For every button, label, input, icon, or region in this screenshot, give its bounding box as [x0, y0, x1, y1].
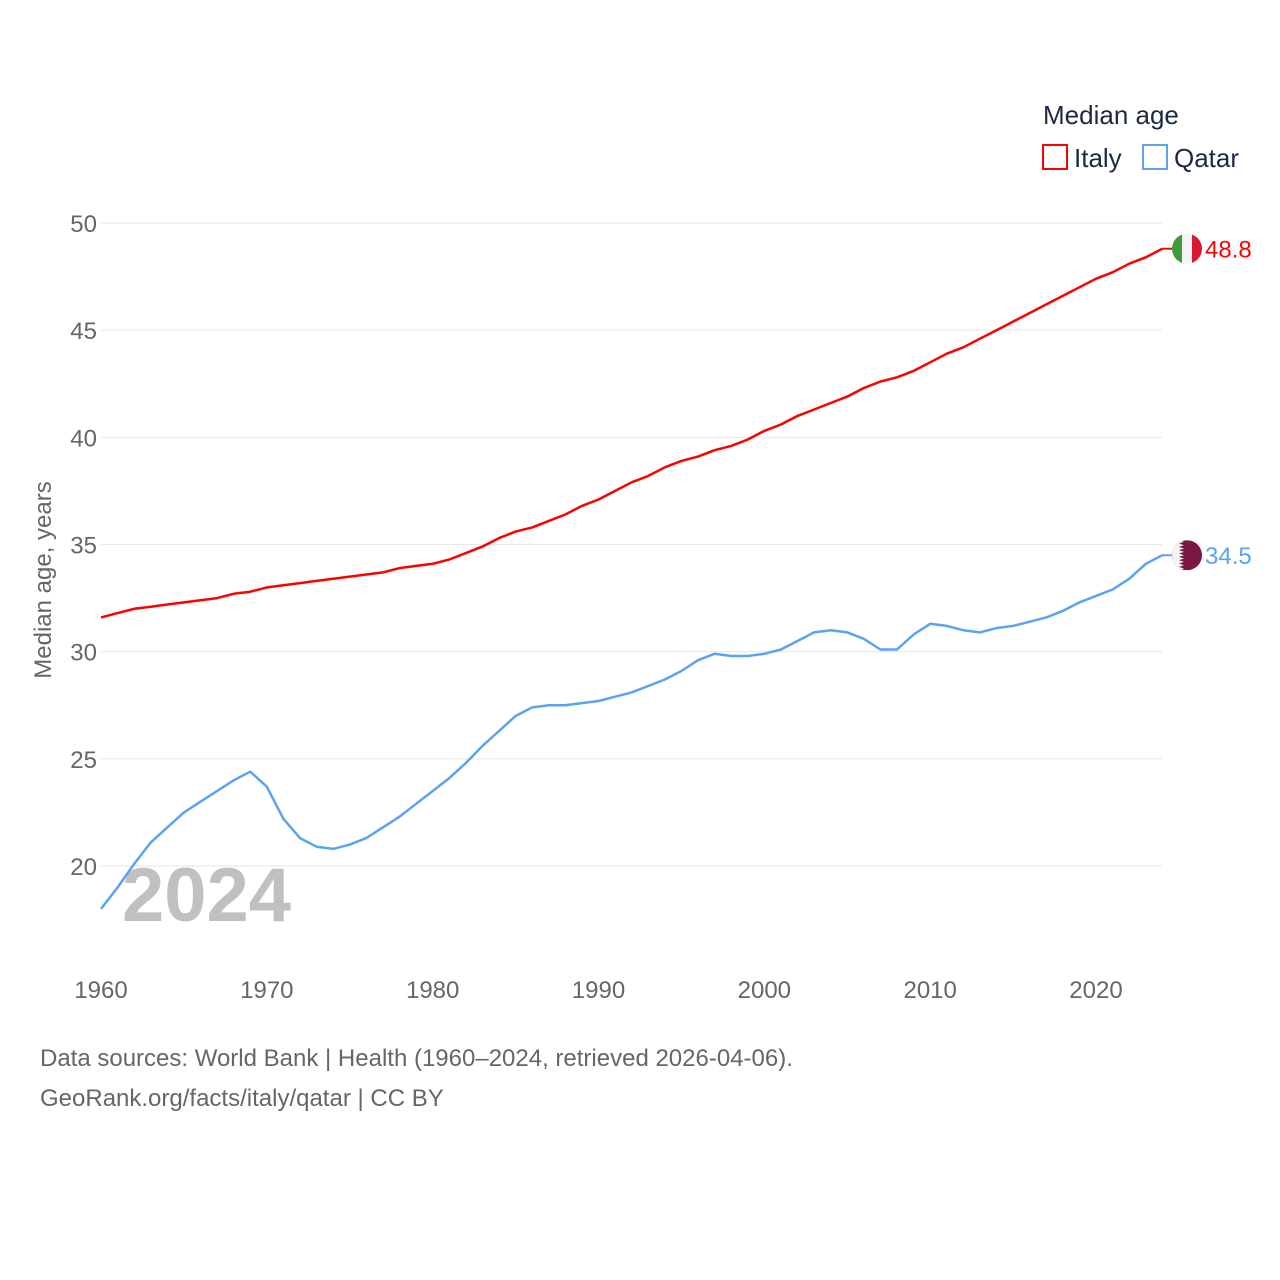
- legend-swatch: [1142, 144, 1168, 170]
- x-tick-label: 2020: [1069, 977, 1122, 1004]
- series-line-italy: [100, 247, 1163, 619]
- y-tick-label: 20: [70, 854, 97, 881]
- end-value-label: 48.8: [1205, 237, 1252, 264]
- x-tick-label: 1980: [406, 977, 459, 1004]
- flag-stripe: [1172, 233, 1182, 264]
- line-chart: 20 25 30 35 40 45 50 1960 1970 1980 1990 2000 2010 20…: [30, 100, 1252, 1004]
- legend-label: Italy: [1074, 143, 1122, 173]
- x-tick-label: 1970: [240, 977, 293, 1004]
- y-tick-label: 50: [70, 211, 97, 238]
- legend-label: Qatar: [1174, 143, 1239, 173]
- x-tick-label: 1990: [572, 977, 625, 1004]
- legend-swatch: [1042, 144, 1068, 170]
- legend-item-qatar[interactable]: Qatar: [1142, 143, 1239, 173]
- legend-item-italy[interactable]: Italy: [1042, 143, 1122, 173]
- flag-serration: [1172, 540, 1184, 571]
- y-tick-label: 25: [70, 747, 97, 774]
- y-tick-label: 30: [70, 640, 97, 667]
- y-axis-label: Median age, years: [30, 481, 57, 678]
- qatar-flag-icon: [1172, 540, 1202, 571]
- source-text: Data sources: World Bank | Health (1960–…: [40, 1045, 793, 1072]
- x-tick-label: 1960: [74, 977, 127, 1004]
- legend-title: Median age: [1043, 100, 1179, 130]
- license-text[interactable]: GeoRank.org/facts/italy/qatar | CC BY: [40, 1085, 444, 1112]
- series-line-qatar: [100, 554, 1163, 910]
- y-tick-label: 40: [70, 425, 97, 452]
- flag-stripe: [1192, 233, 1202, 264]
- year-watermark: 2024: [122, 853, 291, 938]
- x-tick-label: 2010: [903, 977, 956, 1004]
- y-tick-label: 35: [70, 533, 97, 560]
- italy-flag-icon: [1172, 233, 1202, 264]
- flag-stripe: [1182, 233, 1192, 264]
- end-value-label: 34.5: [1205, 543, 1252, 570]
- y-tick-label: 45: [70, 318, 97, 345]
- x-tick-label: 2000: [738, 977, 791, 1004]
